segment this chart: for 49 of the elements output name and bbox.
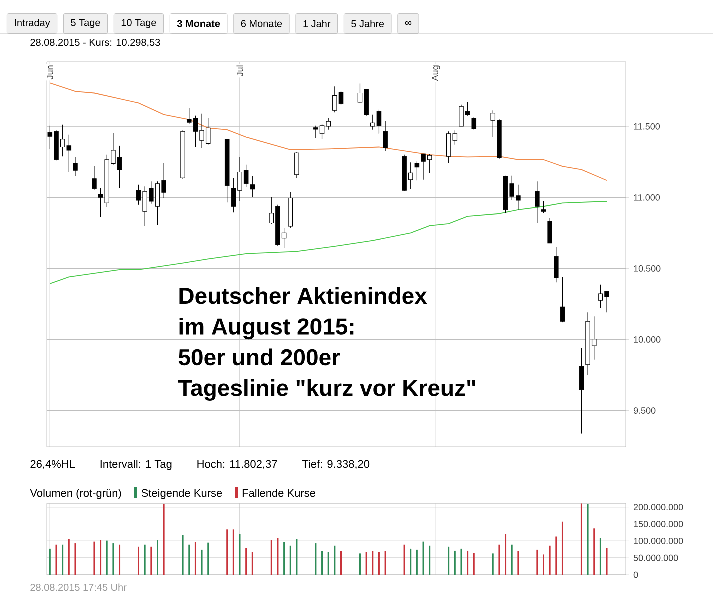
y-tick-label: 50.000.000 [634,554,678,562]
text: Intervall: 1 Tag [100,460,172,470]
candlestick [472,116,477,130]
y-tick-label: 150.000.000 [634,521,684,528]
y-tick-label: 11.500 [634,123,660,130]
text: 6 Monate [241,20,282,28]
candlestick [579,348,584,434]
text: 5 Jahre [352,20,384,28]
chart-subtitle: 28.08.2015 - Kurs: 10.298,53 [30,39,160,48]
x-tick-label: Jun [47,66,54,80]
text: Hoch: 11.802,37 [198,460,278,470]
annotation: im August 2015: [180,318,354,340]
text: Tief: 9.338,20 [302,460,370,470]
candlestick [554,246,559,283]
y-tick-label: 0 [634,572,638,578]
text: 5 Tage [71,19,100,28]
candlestick [541,201,546,214]
y-tick-label: 11.000 [634,194,660,201]
x-tick-label: Jul [236,66,244,77]
y-tick-label: 10.000 [634,336,661,343]
y-tick-label: 9.500 [634,408,656,414]
legend-label: Steigende Kurse [142,489,222,500]
candlestick [250,176,256,198]
legend-label: Fallende Kurse [242,489,316,498]
text: 3 Monate [177,20,220,28]
text: 28.08.2015 17:45 Uhr [30,584,127,592]
candlestick [414,161,420,181]
y-tick-label: 200.000.000 [634,504,684,511]
candlestick [560,276,566,323]
y-tick-label: 10.500 [634,266,661,272]
candlestick [92,166,97,190]
candlestick [535,181,540,224]
y-tick-label: 100.000.000 [634,538,684,544]
text: ∞ [405,21,412,26]
line-series [50,201,608,284]
annotation: Tageslinie "kurz vor Kreuz" [178,379,476,401]
candlestick [73,156,78,177]
candlestick [548,218,552,244]
text: 26,4%HL [30,460,76,470]
candlestick [383,121,388,152]
line-series [50,82,608,182]
annotation: Deutscher Aktienindex [180,287,428,304]
text: 1 Jahr [304,20,331,28]
annotation: 50er und 200er [178,348,340,366]
chart-title: Volumen (rot-grün) [30,489,122,500]
text: Intraday [15,19,50,28]
candlestick [294,152,300,179]
text: 10 Tage [122,19,156,28]
x-tick-label: Aug [432,66,440,82]
